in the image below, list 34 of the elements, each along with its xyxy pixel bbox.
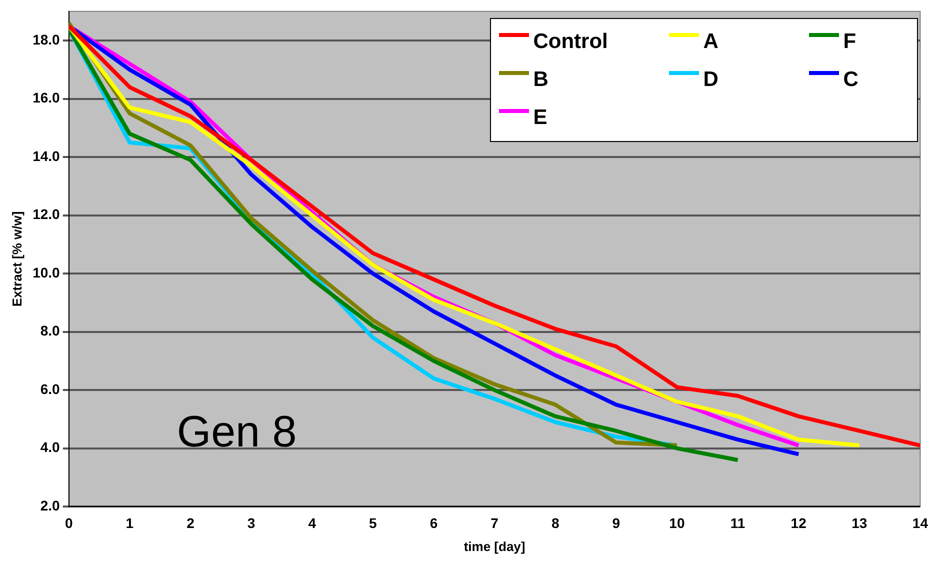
x-tick-label: 2 (186, 514, 195, 531)
y-tick-label: 16.0 (32, 90, 60, 106)
x-tick-label: 9 (612, 514, 620, 531)
x-tick-label: 13 (852, 514, 868, 531)
y-tick-label: 8.0 (40, 322, 60, 339)
legend-label: F (843, 30, 856, 54)
x-tick-label: 4 (308, 514, 316, 531)
x-tick-label: 10 (669, 514, 685, 531)
x-tick-label: 14 (912, 514, 928, 531)
annotation: Gen 8 (176, 407, 297, 456)
x-tick-label: 5 (369, 514, 378, 531)
y-tick-label: 6.0 (40, 380, 60, 397)
y-tick-label: 12.0 (32, 206, 60, 222)
x-axis-title: time [day] (464, 538, 526, 554)
x-tick-label: 3 (247, 514, 256, 531)
legend-label: Control (533, 30, 608, 54)
y-tick-label: 14.0 (32, 148, 60, 164)
x-tick-label: 0 (64, 514, 73, 531)
y-tick-label: 10.0 (32, 264, 60, 280)
x-tick-label: 7 (490, 514, 499, 531)
legend-label: E (533, 106, 548, 130)
x-tick-label: 8 (551, 514, 560, 531)
legend-label: C (843, 68, 858, 92)
x-tick-label: 6 (430, 514, 438, 531)
legend-label: B (533, 68, 548, 92)
y-tick-label: 18.0 (32, 31, 60, 48)
y-axis-title: Extract [% w/w] (9, 211, 24, 307)
x-tick-label: 1 (126, 514, 134, 531)
x-tick-label: 12 (790, 514, 807, 531)
legend-label: A (703, 30, 718, 54)
y-tick-label: 4.0 (40, 439, 60, 456)
x-tick-label: 11 (730, 514, 746, 531)
legend-label: D (703, 68, 718, 92)
y-tick-label: 2.0 (40, 497, 60, 514)
